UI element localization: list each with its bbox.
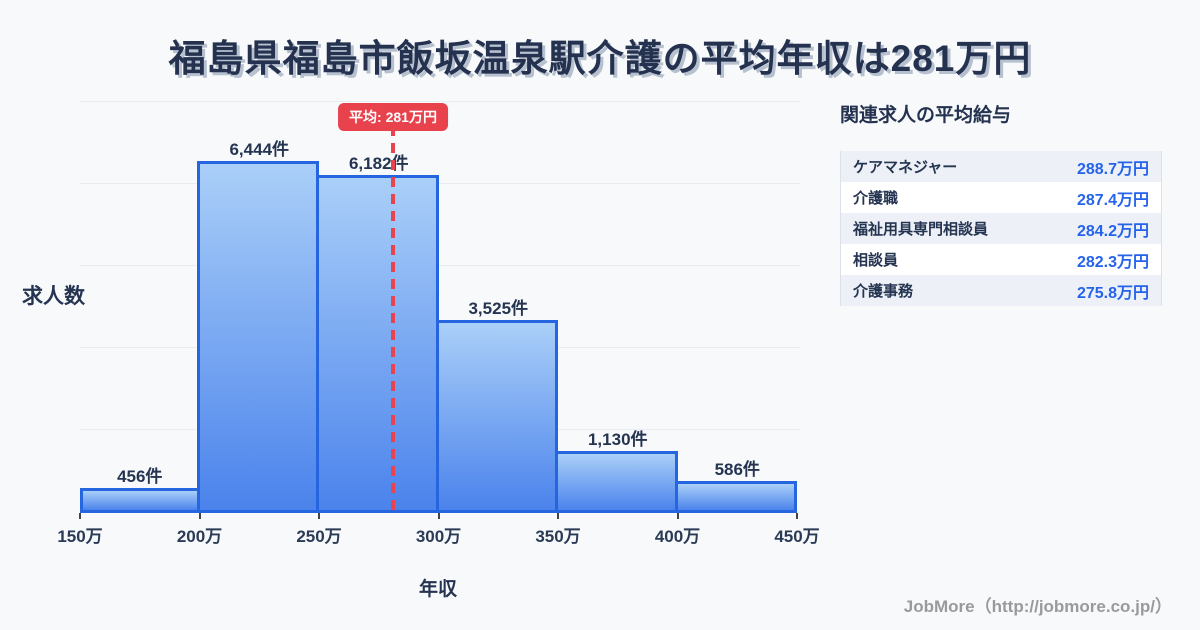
salary-table-row: 介護事務 275.8万円 — [841, 275, 1161, 306]
job-type-label: 相談員 — [853, 252, 899, 269]
x-axis-tick — [557, 513, 559, 519]
gridline — [80, 183, 800, 184]
x-axis-tick — [676, 513, 679, 519]
related-jobs-table: ケアマネジャー 288.7万円介護職 287.4万円福祉用具専門相談員 284.2万円… — [840, 151, 1162, 306]
salary-table-row: 福祉用具専門相談員 284.2万円 — [841, 213, 1161, 244]
average-salary-value: 288.7万円 — [1076, 160, 1149, 178]
job-type-label: 介護事務 — [853, 283, 914, 300]
job-type-label: ケアマネジャー — [853, 159, 958, 176]
salary-table-row: ケアマネジャー 288.7万円 — [841, 151, 1161, 182]
average-salary-value: 284.2万円 — [1076, 222, 1149, 240]
y-axis-title: 求人数 — [22, 285, 85, 308]
gridline — [80, 101, 800, 102]
x-axis-tick-label: 200万 — [176, 527, 223, 546]
mean-dashed-line — [391, 126, 395, 513]
x-axis-tick — [198, 513, 201, 519]
bar — [196, 161, 319, 513]
salary-table-row: 介護職 287.4万円 — [841, 182, 1161, 213]
salary-table-row: 相談員 282.3万円 — [841, 244, 1161, 275]
job-type-label: 福祉用具専門相談員 — [853, 221, 989, 238]
bar-value-label: 586件 — [714, 460, 760, 479]
mean-badge: 平均: 281万円 — [338, 103, 448, 131]
job-type-label: 介護職 — [853, 190, 899, 207]
bar — [80, 488, 200, 513]
x-axis-tick — [318, 513, 320, 519]
x-axis-tick — [796, 513, 798, 519]
average-salary-value: 282.3万円 — [1076, 253, 1149, 271]
x-axis-tick-label: 250万 — [296, 527, 342, 546]
x-axis-title: 年収 — [418, 579, 458, 600]
bar — [674, 481, 797, 513]
x-axis-tick — [437, 513, 440, 519]
source-credit: JobMore（http://jobmore.co.jp/） — [903, 597, 1172, 616]
x-axis-tick-label: 350万 — [535, 527, 581, 546]
bar-value-label: 6,444件 — [229, 140, 290, 159]
related-jobs-panel: 関連求人の平均給与 ケアマネジャー 288.7万円介護職 287.4万円福祉用具専門… — [840, 100, 1162, 306]
gridline — [80, 265, 800, 266]
x-axis-tick-label: 300万 — [415, 527, 462, 546]
average-salary-value: 287.4万円 — [1076, 191, 1149, 209]
average-salary-value: 275.8万円 — [1076, 284, 1149, 302]
bar-value-label: 6,182件 — [348, 154, 409, 173]
x-axis-tick-label: 400万 — [654, 527, 701, 546]
bar-value-label: 1,130件 — [587, 430, 648, 449]
bar-value-label: 3,525件 — [468, 299, 529, 318]
x-axis-tick-label: 450万 — [774, 527, 820, 546]
bar — [555, 451, 678, 513]
related-jobs-title: 関連求人の平均給与 — [840, 105, 1012, 126]
bar-value-label: 456件 — [117, 467, 163, 486]
bar — [316, 175, 439, 513]
x-axis-tick — [79, 513, 81, 519]
x-axis-tick-label: 150万 — [57, 527, 103, 546]
page-title: 福島県福島市飯坂温泉駅介護の平均年収は281万円 — [168, 38, 1032, 79]
bar — [435, 320, 558, 513]
